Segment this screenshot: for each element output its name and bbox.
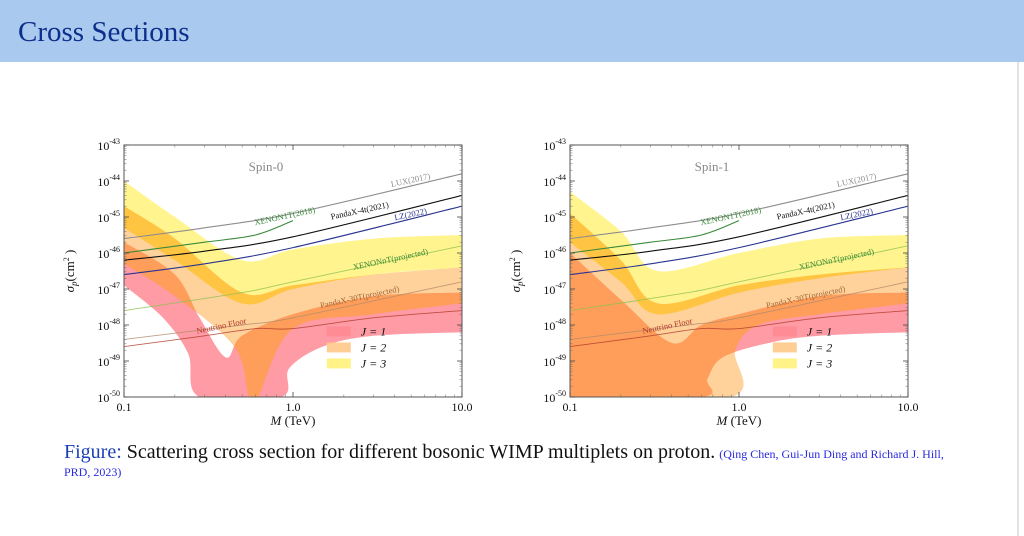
line-lux-2017: [124, 173, 462, 240]
line-xenonnt-projected: [124, 245, 462, 312]
line-neutrino-floor: [124, 310, 462, 348]
x-axis-label: M (TeV): [270, 413, 316, 428]
line-pandax-4t-2021: [570, 194, 908, 261]
y-tick-label: 10-48: [543, 317, 566, 333]
y-tick-label: 10-45: [543, 209, 566, 225]
y-tick-label: 10-50: [97, 389, 120, 405]
x-tick-label: 10.0: [452, 400, 473, 414]
line-xenon1t-2018: [124, 220, 294, 254]
band-j-2: [124, 206, 462, 397]
line-pandax-4t-2021: [124, 194, 462, 261]
caption-text: Scattering cross section for different b…: [121, 441, 716, 463]
slide-title: Cross Sections: [18, 16, 190, 48]
x-tick-label: 0.1: [117, 400, 132, 414]
chart-spin-1: LUX(2017)XENON1T(2018) PandaX-4t(2021) LZ(…: [508, 137, 919, 428]
line-neutrino-floor: [570, 310, 908, 348]
caption-label: Figure:: [64, 441, 122, 463]
plot-area: [124, 173, 462, 397]
y-tick-label: 10-49: [97, 353, 120, 369]
caption-reference: (Qing Chen, Gui-Jun Ding and Richard J. …: [64, 447, 944, 479]
line-xenon1t-2018: [570, 220, 740, 254]
line-label-lz-2022: LZ(2022): [839, 206, 874, 223]
y-tick-label: 10-49: [543, 353, 566, 369]
line-pandax-30t-projected: [570, 281, 908, 340]
band-overlap-j1-j2: [570, 253, 908, 397]
x-tick-label: 1.0: [286, 400, 301, 414]
y-axis-label: σp(cm2 ): [62, 250, 79, 293]
slide-right-border: [1017, 62, 1019, 536]
y-tick-label: 10-44: [543, 173, 566, 189]
line-xenonnt-projected: [570, 245, 908, 312]
x-tick-label: 10.0: [898, 400, 919, 414]
chart-title: Spin-1: [695, 159, 730, 174]
line-lux-2017: [570, 173, 908, 240]
legend-swatch-j-2: [326, 342, 351, 353]
line-label-lz-2022: LZ(2022): [393, 206, 428, 223]
legend-label-j-2: J = 2: [807, 340, 832, 354]
legend-label-j-2: J = 2: [361, 340, 386, 354]
y-tick-label: 10-46: [97, 245, 120, 261]
chart-spin-0: LUX(2017)XENON1T(2018) PandaX-4t(2021) LZ(…: [62, 137, 473, 428]
figure-caption: Figure: Scattering cross section for dif…: [64, 441, 964, 481]
y-tick-label: 10-44: [97, 173, 120, 189]
legend-label-j-1: J = 1: [361, 324, 386, 338]
legend-swatch-j-3: [772, 358, 797, 369]
line-pandax-30t-projected: [124, 281, 462, 340]
x-tick-label: 0.1: [563, 400, 578, 414]
legend-swatch-j-1: [772, 326, 797, 337]
y-tick-label: 10-50: [543, 389, 566, 405]
band-j-3: [570, 191, 908, 315]
x-tick-label: 1.0: [732, 400, 747, 414]
slide-header: Cross Sections: [0, 0, 1024, 62]
line-lz-2022: [570, 205, 908, 276]
x-axis-label: M (TeV): [716, 413, 762, 428]
legend-swatch-j-1: [326, 326, 351, 337]
y-tick-label: 10-46: [543, 245, 566, 261]
plot-area: [570, 173, 908, 397]
y-tick-label: 10-43: [543, 137, 566, 153]
legend-label-j-3: J = 3: [807, 356, 832, 370]
y-tick-label: 10-47: [97, 281, 120, 297]
y-tick-label: 10-47: [543, 281, 566, 297]
chart-title: Spin-0: [249, 159, 284, 174]
legend-swatch-j-3: [326, 358, 351, 369]
legend-label-j-3: J = 3: [361, 356, 386, 370]
y-axis-label: σp(cm2 ): [508, 250, 525, 293]
y-tick-label: 10-43: [97, 137, 120, 153]
y-tick-label: 10-48: [97, 317, 120, 333]
legend-label-j-1: J = 1: [807, 324, 832, 338]
legend-swatch-j-2: [772, 342, 797, 353]
line-lz-2022: [124, 205, 462, 276]
y-tick-label: 10-45: [97, 209, 120, 225]
